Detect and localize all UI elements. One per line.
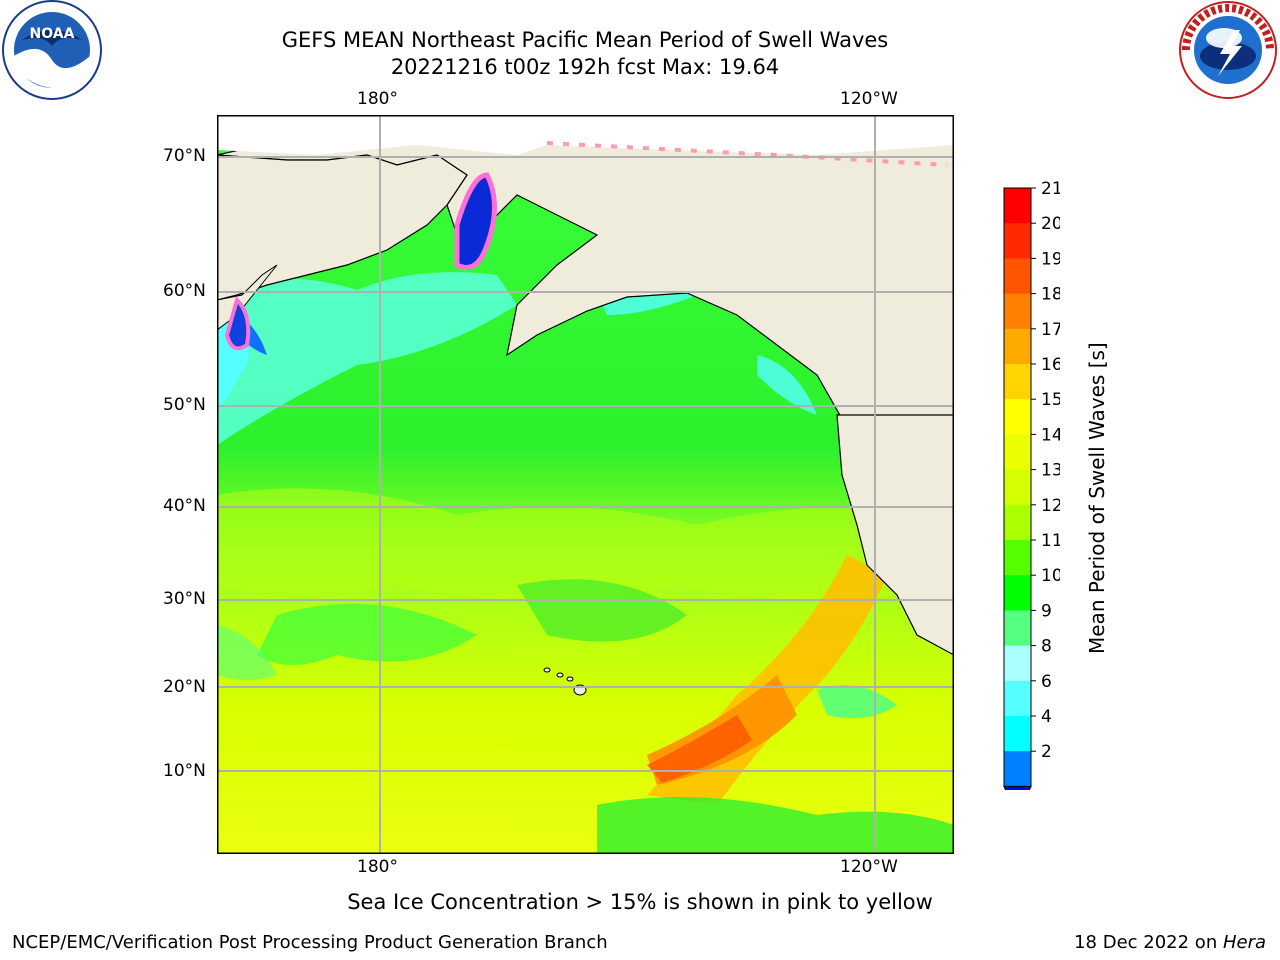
colorbar-tick-label: 10 bbox=[1041, 566, 1060, 586]
footer-date-text: 18 Dec 2022 on bbox=[1074, 932, 1223, 953]
colorbar-tick-label: 2 bbox=[1041, 742, 1052, 762]
lat-label-70n: 70°N bbox=[163, 146, 206, 166]
colorbar-segment bbox=[1004, 258, 1031, 295]
noaa-logo-text: NOAA bbox=[30, 26, 75, 42]
colorbar-scale: 21 20 19 18 17 16 15 14 13 12 11 10 9 8 6 4 2 bbox=[1003, 179, 1063, 816]
colorbar-segment bbox=[1004, 540, 1031, 576]
colorbar-segment bbox=[1004, 645, 1031, 682]
sea-ice-bering bbox=[454, 172, 497, 270]
colorbar-segment bbox=[1004, 188, 1031, 224]
colorbar-tick-label: 8 bbox=[1041, 637, 1052, 657]
lon-label-bottom-120w: 120°W bbox=[840, 857, 898, 877]
lat-label-20n: 20°N bbox=[163, 677, 206, 697]
swell-period-map bbox=[217, 115, 954, 854]
colorbar-segment bbox=[1004, 469, 1031, 506]
colorbar-segment bbox=[1004, 223, 1031, 259]
colorbar-tick-label: 6 bbox=[1041, 672, 1052, 692]
lon-label-top-180: 180° bbox=[357, 89, 398, 109]
colorbar-tick-label: 17 bbox=[1041, 320, 1060, 340]
colorbar-tick-label: 13 bbox=[1041, 461, 1060, 481]
map-frame bbox=[217, 115, 954, 854]
colorbar-segment bbox=[1004, 751, 1031, 787]
colorbar-extend-triangle bbox=[1003, 785, 1032, 816]
colorbar-segment bbox=[1004, 716, 1031, 752]
footer-date: 18 Dec 2022 on Hera bbox=[1074, 932, 1266, 953]
colorbar-segment bbox=[1004, 504, 1031, 541]
map-panel bbox=[217, 115, 954, 858]
lat-label-50n: 50°N bbox=[163, 395, 206, 415]
colorbar: 21 20 19 18 17 16 15 14 13 12 11 10 9 8 6 4 2 bbox=[990, 179, 1063, 816]
colorbar-segment bbox=[1004, 575, 1031, 611]
colorbar-title: Mean Period of Swell Waves [s] bbox=[1085, 342, 1109, 654]
colorbar-tick-label: 19 bbox=[1041, 249, 1060, 269]
colorbar-tick-label: 9 bbox=[1041, 601, 1052, 621]
colorbar-segment bbox=[1004, 364, 1031, 400]
colorbar-segment bbox=[1004, 434, 1031, 471]
sea-ice-note: Sea Ice Concentration > 15% is shown in … bbox=[347, 890, 933, 914]
colorbar-tick-label: 20 bbox=[1041, 214, 1060, 234]
footer-credit: NCEP/EMC/Verification Post Processing Pr… bbox=[12, 932, 608, 953]
colorbar-tick-label: 21 bbox=[1041, 180, 1060, 199]
colorbar-tick-label: 11 bbox=[1041, 531, 1060, 551]
colorbar-segment bbox=[1004, 610, 1031, 647]
graticule bbox=[217, 115, 954, 854]
colorbar-tick-label: 14 bbox=[1041, 425, 1060, 445]
noaa-logo: NOAA bbox=[0, 0, 104, 108]
colorbar-tick-label: 18 bbox=[1041, 285, 1060, 305]
lat-label-60n: 60°N bbox=[163, 281, 206, 301]
chart-subtitle: 20221216 t00z 192h fcst Max: 19.64 bbox=[390, 55, 780, 79]
colorbar-segment bbox=[1004, 680, 1031, 717]
chart-title: GEFS MEAN Northeast Pacific Mean Period … bbox=[281, 28, 889, 52]
colorbar-segment bbox=[1004, 399, 1031, 435]
colorbar-segment bbox=[1004, 293, 1031, 330]
lon-label-top-120w: 120°W bbox=[840, 89, 898, 109]
colorbar-tick-label: 12 bbox=[1041, 496, 1060, 516]
footer-machine: Hera bbox=[1222, 932, 1266, 953]
lat-label-30n: 30°N bbox=[163, 589, 206, 609]
nws-logo bbox=[1176, 0, 1280, 108]
max-period-area bbox=[647, 715, 752, 783]
colorbar-tick-label: 4 bbox=[1041, 707, 1052, 727]
lon-label-bottom-180: 180° bbox=[357, 857, 398, 877]
lat-label-10n: 10°N bbox=[163, 761, 206, 781]
colorbar-segment bbox=[1004, 328, 1031, 365]
colorbar-tick-label: 16 bbox=[1041, 355, 1060, 375]
land-west-coast bbox=[836, 414, 954, 656]
short-period-region bbox=[217, 272, 517, 445]
colorbar-tick-label: 15 bbox=[1041, 390, 1060, 410]
lat-label-40n: 40°N bbox=[163, 496, 206, 516]
